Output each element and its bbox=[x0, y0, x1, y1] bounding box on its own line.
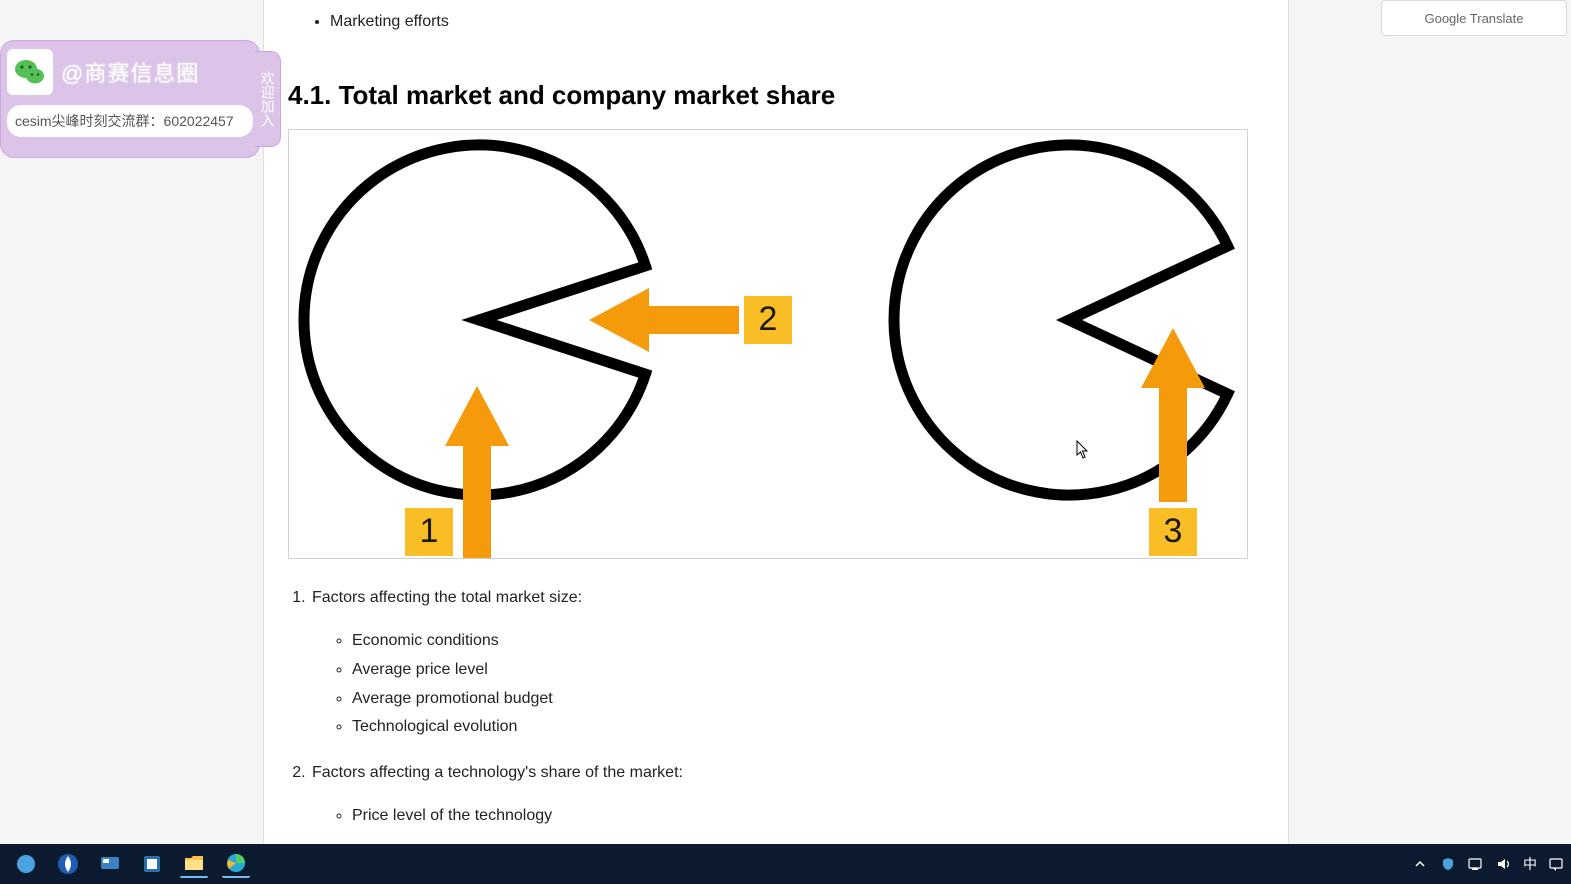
widget-expand-tab[interactable]: 欢迎加入 bbox=[255, 51, 281, 147]
market-share-diagram: 2 1 3 bbox=[288, 129, 1248, 559]
file-explorer-icon[interactable] bbox=[180, 850, 208, 878]
section-heading: 4.1. Total market and company market sha… bbox=[288, 80, 1264, 111]
sub-item: Technological evolution bbox=[352, 713, 1264, 742]
svg-text:3: 3 bbox=[1164, 512, 1183, 550]
browser-icon[interactable] bbox=[222, 850, 250, 878]
ime-indicator[interactable]: 中 bbox=[1523, 854, 1537, 874]
start-button[interactable] bbox=[12, 850, 40, 878]
wechat-widget[interactable]: @商赛信息圈 cesim尖峰时刻交流群：602022457 欢迎加入 bbox=[0, 40, 260, 158]
prior-bullet-list: Marketing efforts bbox=[330, 10, 1264, 34]
google-translate-button[interactable]: Google Translate bbox=[1381, 0, 1567, 36]
svg-text:2: 2 bbox=[759, 300, 778, 338]
system-tray[interactable]: 中 bbox=[1411, 854, 1565, 874]
taskbar-app-icon[interactable] bbox=[138, 850, 166, 878]
widget-subtext: cesim尖峰时刻交流群：602022457 bbox=[7, 105, 253, 137]
widget-title: @商赛信息圈 bbox=[61, 56, 199, 88]
sub-item: Average price level bbox=[352, 656, 1264, 685]
taskbar-app-icon[interactable] bbox=[54, 850, 82, 878]
sublist-2: Price level of the technology bbox=[352, 802, 1264, 831]
bullet-item: Marketing efforts bbox=[330, 10, 1264, 34]
sublist-1: Economic conditions Average price level … bbox=[352, 627, 1264, 742]
sub-item: Price level of the technology bbox=[352, 802, 1264, 831]
tray-chevron-up-icon[interactable] bbox=[1411, 855, 1429, 873]
sub-item: Economic conditions bbox=[352, 627, 1264, 656]
numbered-list: Factors affecting the total market size:… bbox=[310, 589, 1264, 831]
shield-icon[interactable] bbox=[1439, 855, 1457, 873]
svg-text:1: 1 bbox=[420, 512, 439, 550]
notification-icon[interactable] bbox=[1547, 855, 1565, 873]
list-item-2: Factors affecting a technology's share o… bbox=[310, 764, 1264, 831]
windows-taskbar[interactable]: 中 bbox=[0, 844, 1571, 884]
document-content: Marketing efforts 4.1. Total market and … bbox=[263, 0, 1289, 884]
volume-icon[interactable] bbox=[1495, 855, 1513, 873]
list-item-1: Factors affecting the total market size:… bbox=[310, 589, 1264, 742]
network-icon[interactable] bbox=[1467, 855, 1485, 873]
sub-item: Average promotional budget bbox=[352, 685, 1264, 714]
wechat-icon bbox=[7, 49, 53, 95]
taskbar-app-icon[interactable] bbox=[96, 850, 124, 878]
